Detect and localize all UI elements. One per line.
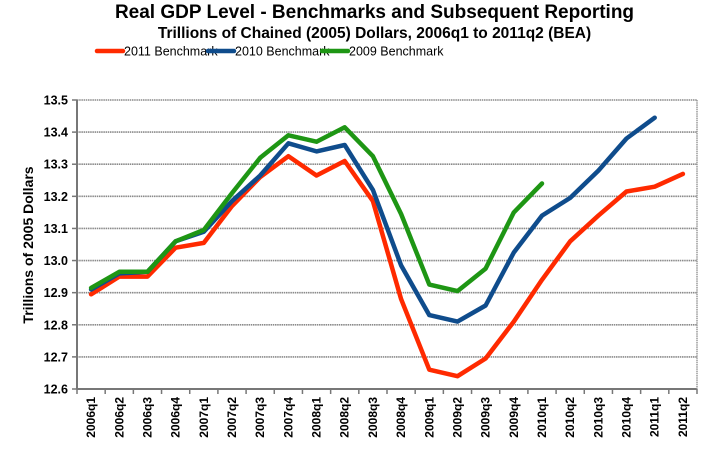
y-tick-label: 12.6 [44, 383, 68, 397]
x-tick-label: 2008q4 [394, 397, 408, 438]
x-tick-label: 2010q4 [620, 397, 634, 438]
x-tick-label: 2008q2 [338, 397, 352, 438]
y-axis-ticks: 12.6 12.7 12.8 12.9 13.0 13.1 13.2 13.3 13.4 13.5 [44, 94, 77, 397]
x-tick-label: 2008q1 [310, 397, 324, 438]
y-tick-label: 12.9 [44, 286, 68, 300]
x-tick-label: 2010q2 [563, 397, 577, 438]
y-tick-label: 13.5 [44, 94, 68, 108]
series-line-2009-benchmark [88, 125, 545, 294]
x-tick-label: 2006q4 [169, 397, 183, 438]
legend: 2011 Benchmark 2010 Benchmark 2009 Benchma… [94, 45, 444, 59]
y-tick-label: 12.8 [44, 318, 68, 332]
x-tick-label: 2010q3 [591, 397, 605, 438]
y-tick-label: 13.4 [44, 126, 68, 140]
x-axis-ticks: 2006q1 2006q2 2006q3 2006q4 2007q1 2007q2 2007… [76, 389, 698, 438]
x-tick-label: 2007q4 [281, 397, 295, 438]
x-tick-label: 2009q4 [507, 397, 521, 438]
x-tick-label: 2007q1 [197, 397, 211, 438]
y-tick-label: 13.1 [44, 222, 68, 236]
series-line-2011-benchmark [88, 153, 686, 379]
legend-label: 2010 Benchmark [235, 45, 330, 59]
y-tick-label: 12.7 [44, 350, 68, 364]
x-tick-label: 2007q3 [253, 397, 267, 438]
chart-title: Real GDP Level - Benchmarks and Subseque… [114, 2, 635, 23]
chart-subtitle: Trillions of Chained (2005) Dollars, 200… [157, 25, 592, 42]
x-tick-label: 2006q2 [112, 397, 126, 438]
y-tick-label: 13.0 [44, 254, 68, 268]
y-tick-label: 13.3 [44, 158, 68, 172]
x-tick-label: 2009q1 [422, 397, 436, 438]
x-tick-label: 2008q3 [366, 397, 380, 438]
x-tick-label: 2011q2 [676, 397, 690, 437]
y-axis-label: Trillions of 2005 Dollars [20, 166, 36, 323]
x-tick-label: 2010q1 [535, 397, 549, 438]
x-tick-label: 2006q1 [84, 397, 98, 438]
legend-label: 2011 Benchmark [124, 45, 218, 59]
series-line-2010-benchmark [88, 115, 657, 324]
legend-label: 2009 Benchmark [349, 45, 444, 59]
x-tick-label: 2007q2 [225, 397, 239, 438]
x-tick-label: 2006q3 [140, 397, 154, 438]
x-tick-label: 2011q1 [648, 397, 662, 437]
y-tick-label: 13.2 [44, 190, 68, 204]
x-tick-label: 2009q2 [450, 397, 464, 438]
x-tick-label: 2009q3 [479, 397, 493, 438]
series-lines [88, 115, 686, 379]
